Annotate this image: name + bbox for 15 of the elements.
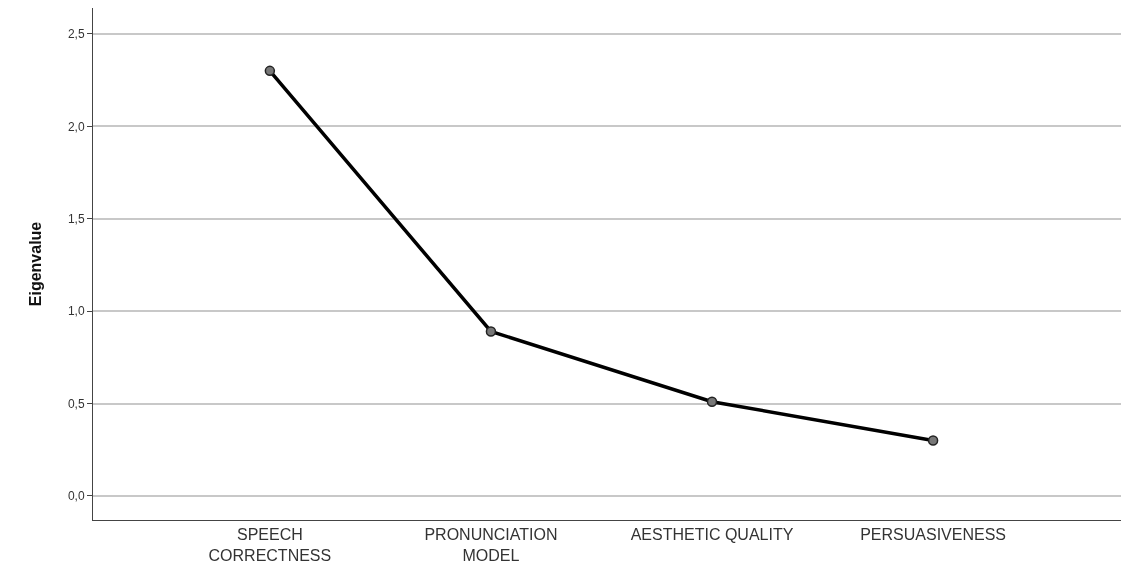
x-tick-label: PRONUNCIATION MODEL [424,526,558,564]
y-tick-label: 1,5 [67,211,85,226]
point [927,435,939,446]
point [706,396,718,407]
y-tick-label: 0,0 [67,489,85,504]
x-tick-label: PERSUASIVENESS [860,526,1006,544]
y-tick-label: 0,5 [67,396,85,411]
x-tick-label: SPEECH CORRECTNESS [208,526,332,564]
point [264,65,276,77]
y-tick-label: 2,0 [67,119,85,134]
y-tick-label: 2,5 [67,27,85,42]
y-axis-title: Eigenvalue [26,221,44,307]
point [485,326,497,337]
y-tick-label: 1,0 [67,304,85,319]
x-tick-label: AESTHETIC QUALITY [630,526,794,544]
